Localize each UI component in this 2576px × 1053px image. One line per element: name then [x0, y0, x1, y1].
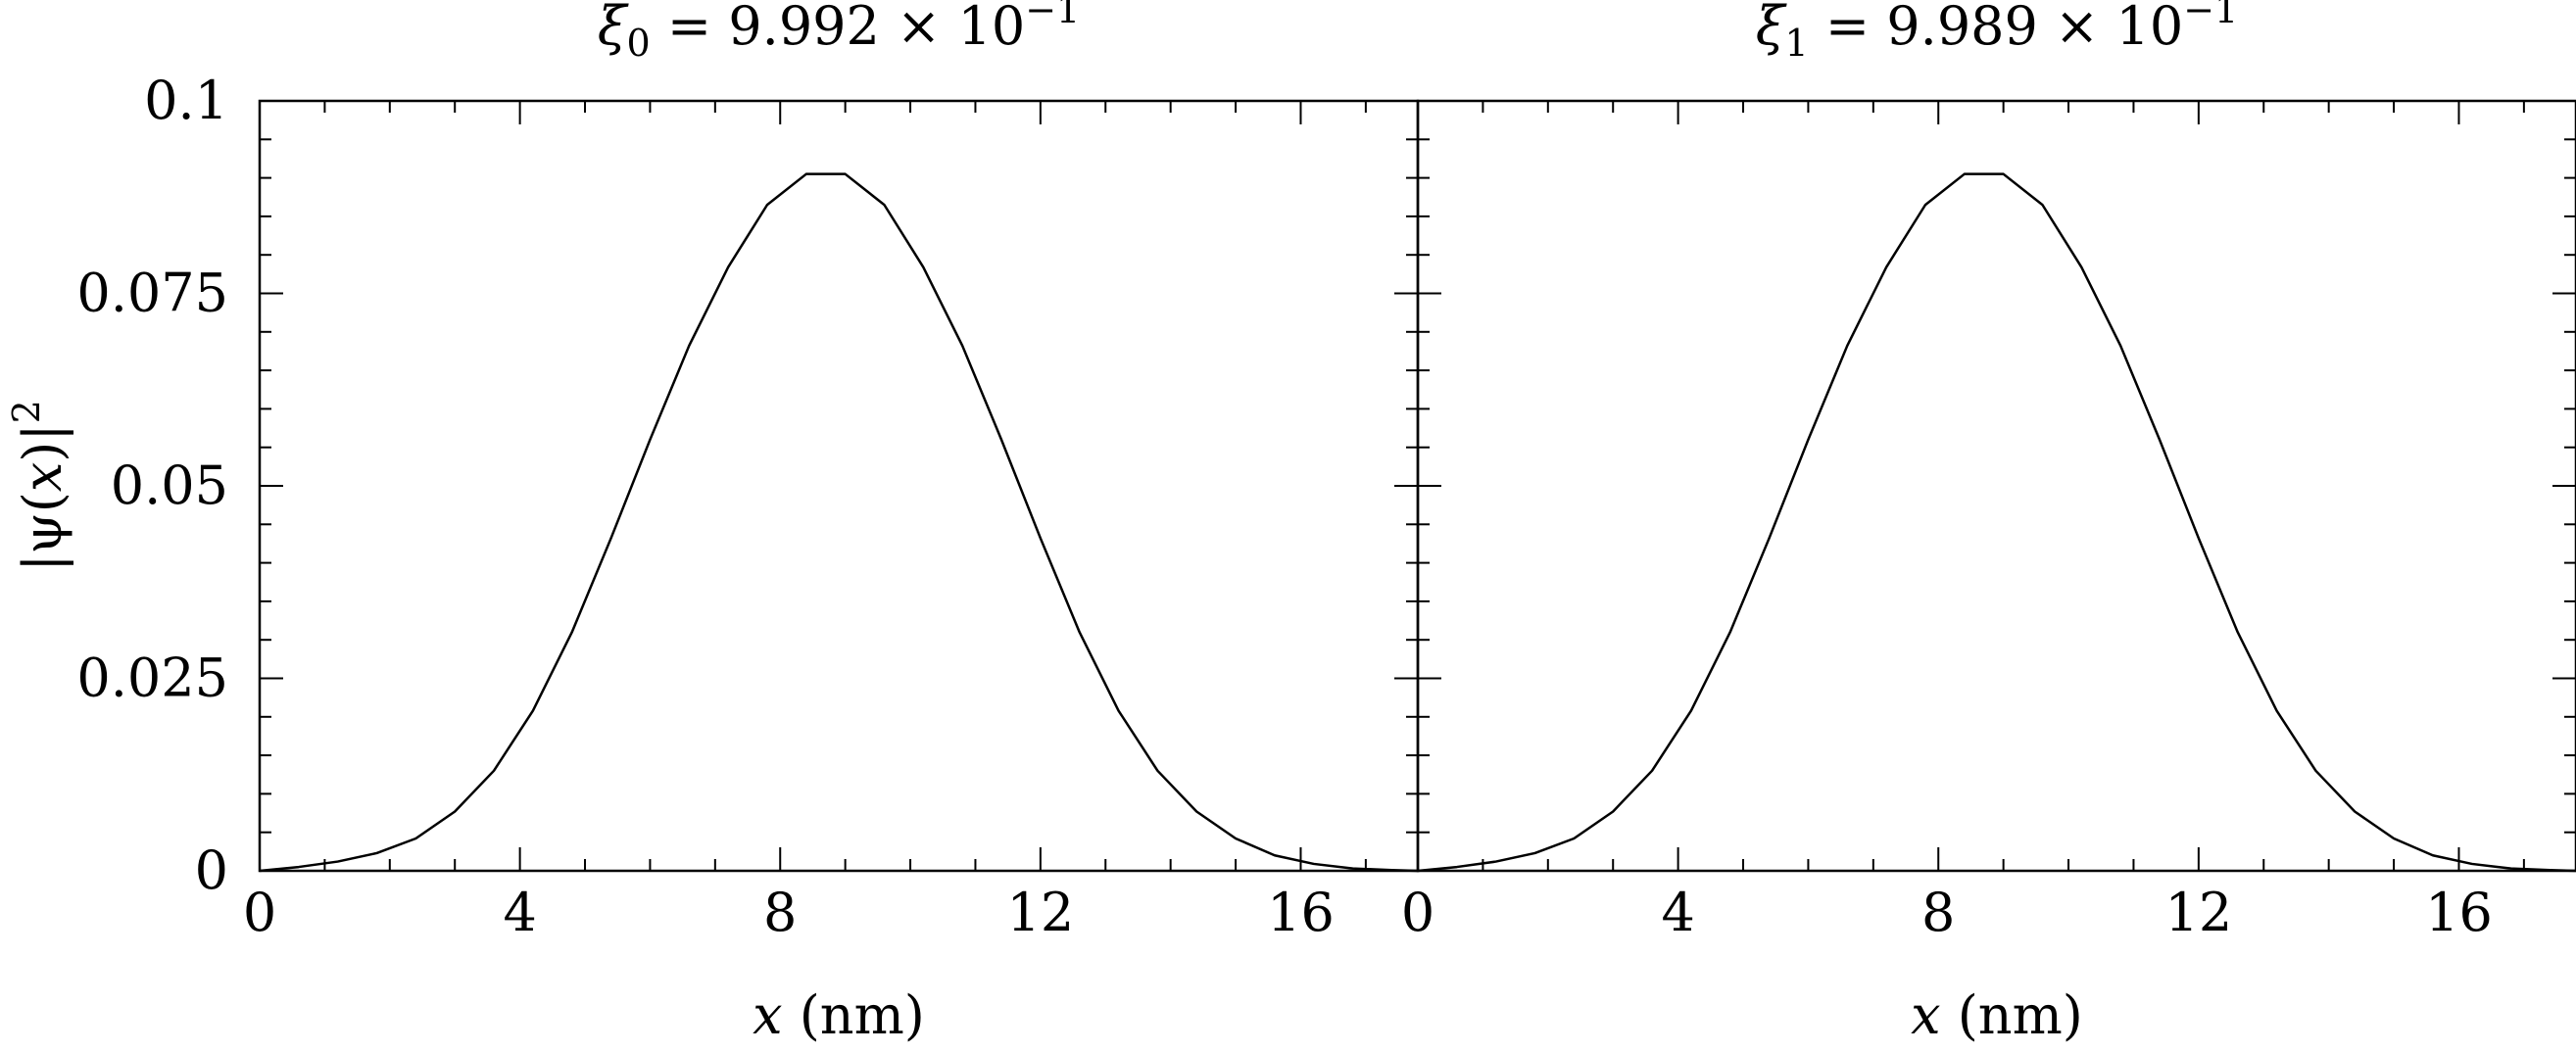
- plot-frame: [1416, 99, 2576, 873]
- x-tick-label: 4: [1661, 882, 1694, 943]
- y-axis-label: |ψ(x)|2: [5, 400, 73, 572]
- y-tick-label: 0.075: [76, 263, 228, 324]
- series-line-0: [1417, 172, 2576, 873]
- x-tick-label: 0: [243, 882, 276, 943]
- panel-title: ξ1 = 9.989 × 10−1: [1756, 0, 2238, 65]
- panel-title: ξ0 = 9.992 × 10−1: [598, 0, 1080, 65]
- x-tick-label: 12: [2164, 882, 2232, 943]
- panel-1: 0 4 8 12 16 ξ1 = 9.989 × 10−1 x (nm): [1401, 0, 2576, 1046]
- y-tick-label: 0.025: [76, 647, 228, 709]
- x-tick-label: 8: [763, 882, 797, 943]
- x-axis-label: x (nm): [1911, 984, 2083, 1046]
- panel-0: 0 4 8 12 16 0 0.025 0.05 0.075 0.1 ξ0 = 9.992 × 10…: [5, 0, 1420, 1046]
- x-tick-label: 0: [1401, 882, 1434, 943]
- x-axis-label: x (nm): [753, 984, 925, 1046]
- x-tick-label: 16: [2425, 882, 2493, 943]
- plot-frame: [258, 99, 1420, 873]
- y-tick-label: 0.05: [111, 455, 228, 516]
- x-tick-label: 12: [1006, 882, 1074, 943]
- x-tick-label: 4: [503, 882, 536, 943]
- x-tick-label: 8: [1921, 882, 1955, 943]
- y-tick-label: 0.1: [144, 70, 228, 131]
- y-tick-label: 0: [195, 839, 228, 901]
- x-tick-label: 16: [1267, 882, 1335, 943]
- series-line-0: [259, 172, 1419, 873]
